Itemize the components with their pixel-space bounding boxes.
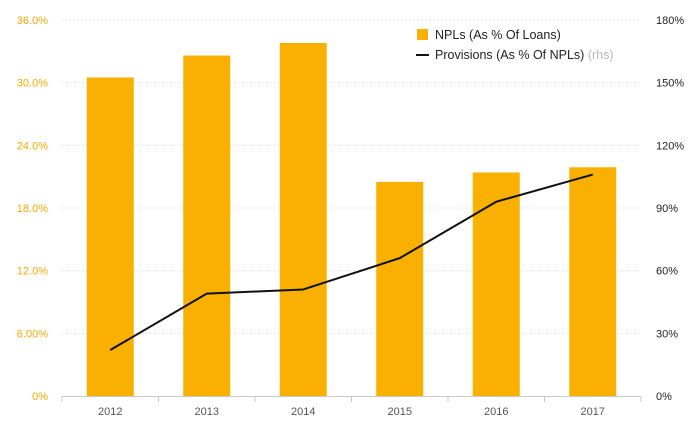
legend-label-npls: NPLs (As % Of Loans)	[435, 28, 561, 42]
left-tick-label: 30.0%	[17, 78, 48, 90]
right-tick-label: 0%	[656, 391, 672, 403]
bar-2016	[472, 172, 520, 396]
legend-swatch-npls	[417, 29, 428, 40]
left-tick-label: 6.00%	[17, 328, 48, 340]
left-tick-label: 0%	[32, 391, 48, 403]
gridlines	[62, 19, 641, 334]
right-tick-label: 150%	[656, 78, 684, 90]
left-tick-label: 24.0%	[17, 140, 48, 152]
left-tick-label: 18.0%	[17, 203, 48, 215]
right-tick-label: 180%	[656, 15, 684, 27]
left-axis-ticks: 0% 6.00% 12.0% 18.0% 24.0% 30.0% 36.0%	[17, 15, 48, 403]
x-tick-label: 2013	[195, 406, 219, 418]
x-tick-label: 2015	[388, 406, 412, 418]
provisions-line	[109, 173, 594, 351]
bar-2012	[86, 77, 134, 396]
legend: NPLs (As % Of Loans) Provisions (As % Of …	[416, 28, 614, 62]
line-series-provisions	[109, 173, 594, 351]
right-tick-label: 120%	[656, 140, 684, 152]
axes	[61, 396, 642, 402]
bar-2013	[183, 55, 231, 397]
bar-series-npls	[86, 42, 617, 397]
right-tick-label: 60%	[656, 266, 678, 278]
x-tick-label: 2017	[581, 406, 605, 418]
x-axis-ticks: 2012 2013 2014 2015 2016 2017	[98, 406, 605, 418]
legend-rhs-suffix: (rhs)	[588, 48, 614, 62]
left-tick-label: 36.0%	[17, 15, 48, 27]
x-tick-label: 2014	[291, 406, 315, 418]
x-tick-label: 2016	[484, 406, 508, 418]
x-tick-label: 2012	[98, 406, 122, 418]
bar-2015	[376, 181, 424, 396]
right-tick-label: 90%	[656, 203, 678, 215]
bar-2014	[279, 42, 327, 396]
right-axis-ticks: 0% 30% 60% 90% 120% 150% 180%	[656, 15, 684, 403]
legend-label-provisions: Provisions (As % Of NPLs) (rhs)	[435, 48, 614, 62]
bar-2017	[569, 167, 617, 396]
right-tick-label: 30%	[656, 328, 678, 340]
left-tick-label: 12.0%	[17, 266, 48, 278]
